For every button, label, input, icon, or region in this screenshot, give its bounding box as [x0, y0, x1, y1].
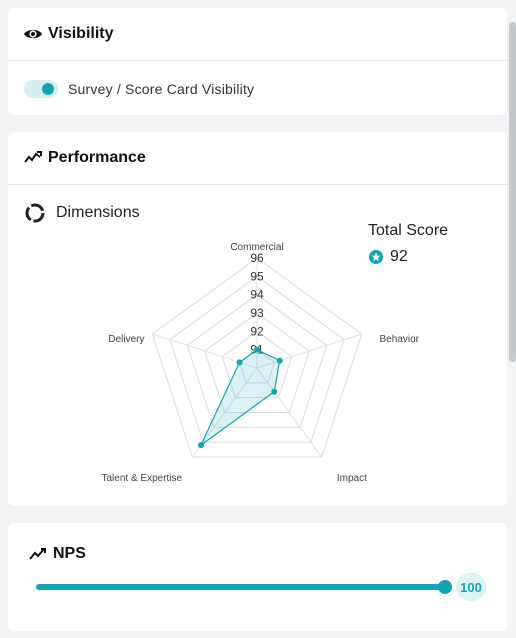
nps-slider-thumb[interactable] [438, 580, 452, 594]
radar-data-point [271, 388, 278, 395]
radar-tick-label: 93 [250, 306, 264, 320]
radar-tick-label: 96 [250, 251, 264, 265]
trend-icon [28, 544, 48, 564]
performance-header: Performance [8, 132, 507, 185]
nps-slider-value: 100 [456, 573, 486, 601]
radar-data-point [197, 442, 204, 449]
visibility-toggle-row: Survey / Score Card Visibility [24, 80, 254, 98]
radar-axis-label: Delivery [108, 334, 144, 345]
radar-tick-label: 92 [250, 324, 264, 338]
radar-axis-label: Behavior [380, 334, 420, 345]
scrollbar-thumb[interactable] [509, 22, 516, 362]
radar-data-point [236, 359, 243, 366]
visibility-title: Visibility [48, 25, 114, 42]
trend-icon [23, 148, 43, 168]
radar-grid-ring [186, 294, 328, 428]
visibility-header: Visibility [8, 8, 507, 61]
radar-grid-ring [169, 275, 345, 443]
radar-chart: 919293949596CommercialBehaviorImpactTale… [101, 242, 420, 484]
radar-axis-label: Talent & Expertise [101, 473, 182, 484]
radar-grid-ring [151, 257, 363, 458]
total-score-value: 92 [390, 248, 408, 265]
radar-spoke [191, 367, 258, 458]
total-score: Total Score 92 [368, 222, 448, 266]
radar-grid-ring [204, 312, 310, 413]
nps-card: NPS 100 [8, 523, 507, 631]
radar-spoke [256, 367, 323, 458]
performance-card: Performance Dimensions Total Score 92 91… [8, 132, 507, 506]
star-badge-icon [368, 249, 384, 265]
radar-grid-ring [221, 330, 293, 399]
radar-data-point [276, 357, 283, 364]
dimensions-label: Dimensions [56, 204, 140, 221]
radar-tick-label: 95 [250, 269, 264, 283]
visibility-toggle[interactable] [24, 80, 58, 98]
nps-slider-track[interactable] [36, 584, 448, 590]
donut-chart-icon [24, 202, 46, 224]
total-score-label: Total Score [368, 222, 449, 239]
visibility-card: Visibility Survey / Score Card Visibilit… [8, 8, 507, 115]
radar-axis-label: Impact [337, 473, 367, 484]
nps-title-row: NPS [28, 544, 86, 564]
radar-spoke [256, 333, 362, 369]
scrollbar[interactable] [509, 8, 516, 638]
performance-title: Performance [48, 149, 146, 166]
dimensions-title: Dimensions [24, 202, 140, 224]
visibility-toggle-label: Survey / Score Card Visibility [68, 81, 255, 97]
eye-icon [23, 24, 43, 44]
total-score-value-row: 92 [368, 248, 448, 266]
toggle-knob [42, 83, 54, 95]
radar-tick-label: 94 [250, 288, 264, 302]
radar-data-point [254, 346, 260, 353]
radar-data-area [200, 348, 281, 446]
radar-axis-label: Commercial [230, 242, 283, 253]
nps-title: NPS [53, 545, 86, 562]
